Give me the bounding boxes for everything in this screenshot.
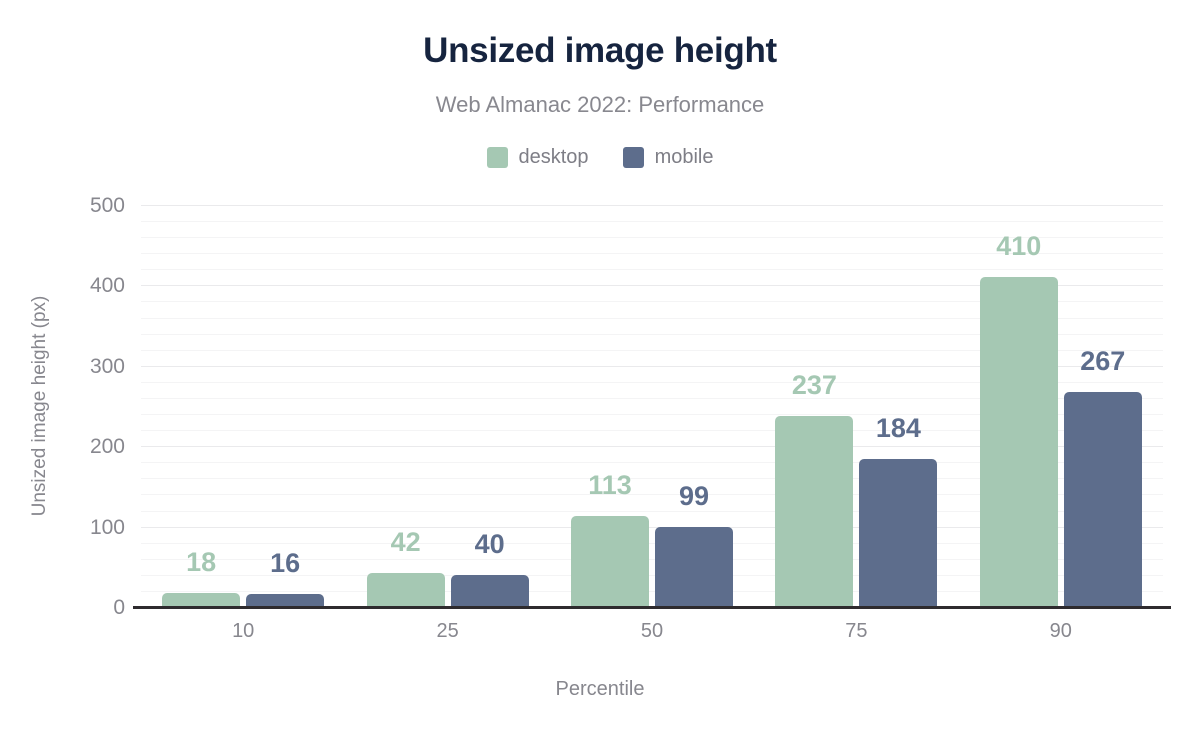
gridline-minor <box>141 590 1163 592</box>
x-tick-label: 75 <box>845 620 868 642</box>
y-tick-label: 300 <box>89 354 125 378</box>
gridline-minor <box>141 558 1163 560</box>
gridline-minor <box>141 494 1163 496</box>
x-axis-baseline <box>133 606 1171 609</box>
bar-mobile-75[interactable] <box>859 459 938 607</box>
gridline-major <box>141 526 1163 528</box>
y-tick-label: 100 <box>89 515 125 539</box>
gridline-minor <box>141 349 1163 351</box>
legend-label-mobile: mobile <box>654 146 714 168</box>
gridline-minor <box>141 462 1163 464</box>
bar-value-desktop-90: 410 <box>996 231 1042 262</box>
gridline-minor <box>141 397 1163 399</box>
y-tick-label: 500 <box>89 194 125 217</box>
bar-value-mobile-50: 99 <box>678 481 710 512</box>
x-tick-label: 50 <box>640 620 664 642</box>
gridline-minor <box>141 574 1163 576</box>
chart-title: Unsized image height <box>423 31 777 70</box>
y-tick-label: 200 <box>89 435 125 459</box>
bar-desktop-50[interactable] <box>571 516 649 607</box>
bar-desktop-75[interactable] <box>775 416 854 607</box>
bar-value-desktop-25: 42 <box>390 527 421 558</box>
gridline-major <box>141 205 1163 206</box>
chart-subtitle: Web Almanac 2022: Performance <box>435 92 765 117</box>
y-tick-label: 400 <box>89 274 125 298</box>
gridline-minor <box>141 317 1163 319</box>
gridline-minor <box>141 301 1163 303</box>
bar-value-mobile-25: 40 <box>474 528 505 559</box>
gridline-minor <box>141 381 1163 383</box>
gridline-minor <box>141 333 1163 335</box>
bar-mobile-25[interactable] <box>450 574 529 607</box>
bar-value-mobile-75: 184 <box>875 413 921 444</box>
bar-mobile-50[interactable] <box>655 527 733 607</box>
legend-item-mobile[interactable]: mobile <box>622 146 714 168</box>
gridline-minor <box>141 253 1163 255</box>
legend-label-desktop: desktop <box>518 146 589 168</box>
gridline-minor <box>141 237 1163 239</box>
gridline-minor <box>141 221 1163 223</box>
bar-value-mobile-10: 16 <box>270 548 301 579</box>
bar-value-mobile-90: 267 <box>1080 346 1126 377</box>
x-axis-title: Percentile <box>555 678 645 700</box>
bar-value-desktop-75: 237 <box>791 370 837 401</box>
gridline-major <box>141 365 1163 367</box>
gridline-major <box>141 285 1163 287</box>
bar-desktop-90[interactable] <box>979 277 1058 607</box>
bar-value-desktop-50: 113 <box>588 470 632 501</box>
gridline-minor <box>141 510 1163 512</box>
bar-value-desktop-10: 18 <box>186 546 217 577</box>
gridline-minor <box>141 269 1163 271</box>
y-tick-label: 0 <box>113 596 125 619</box>
bar-desktop-10[interactable] <box>162 592 241 607</box>
gridline-minor <box>141 430 1163 432</box>
x-tick-label: 10 <box>232 620 255 642</box>
gridline-major <box>141 446 1163 448</box>
gridline-minor <box>141 478 1163 480</box>
chart-legend: desktop mobile <box>0 143 1200 171</box>
plot-area: 18 16 42 40 113 99 237 184 410 267 <box>141 205 1163 608</box>
x-tick-label: 25 <box>436 620 459 642</box>
legend-swatch-mobile <box>622 146 644 168</box>
x-tick-label: 90 <box>1049 620 1072 642</box>
bar-desktop-25[interactable] <box>366 573 445 607</box>
gridline-minor <box>141 542 1163 544</box>
legend-item-desktop[interactable]: desktop <box>486 146 589 168</box>
bar-mobile-90[interactable] <box>1063 392 1142 607</box>
gridline-minor <box>141 414 1163 416</box>
bar-mobile-10[interactable] <box>246 594 325 607</box>
legend-swatch-desktop <box>486 146 508 168</box>
